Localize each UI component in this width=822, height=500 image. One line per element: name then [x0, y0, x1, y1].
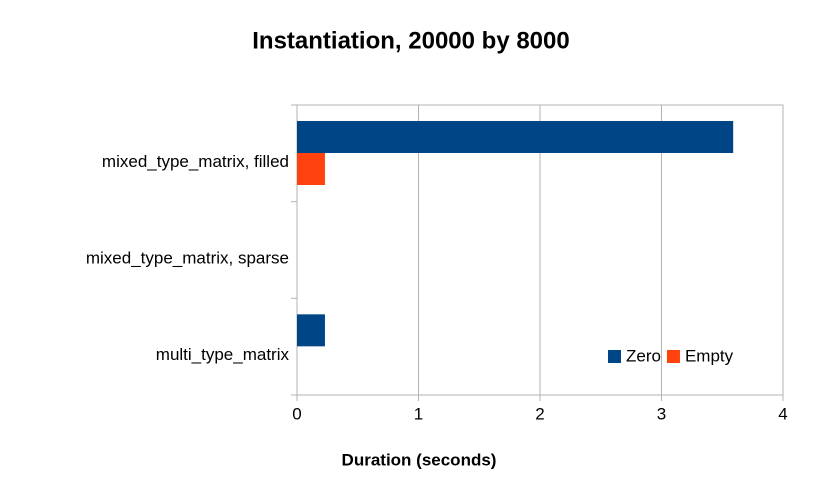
y-tick-label: multi_type_matrix: [156, 345, 290, 364]
y-tick-label: mixed_type_matrix, filled: [102, 152, 289, 171]
legend-swatch: [608, 350, 621, 363]
x-tick-label: 0: [292, 404, 301, 423]
legend-label: Zero: [626, 346, 661, 365]
bar: [297, 153, 325, 185]
x-axis-title: Duration (seconds): [342, 450, 497, 469]
x-tick-label: 3: [657, 404, 666, 423]
legend-swatch: [666, 350, 680, 363]
bar: [297, 121, 734, 153]
chart-title: Instantiation, 20000 by 8000: [252, 27, 569, 54]
legend-label: Empty: [685, 346, 734, 365]
x-tick-label: 1: [414, 404, 423, 423]
x-tick-label: 2: [535, 404, 544, 423]
x-tick-label: 4: [778, 404, 787, 423]
bar: [297, 314, 325, 347]
y-tick-label: mixed_type_matrix, sparse: [86, 248, 289, 267]
